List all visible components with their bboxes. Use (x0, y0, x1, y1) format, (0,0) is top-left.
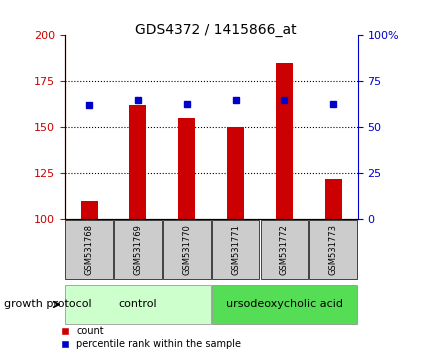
Bar (324, 179, 341, 219)
Bar (211, 285, 356, 324)
Bar (178, 118, 195, 219)
Bar (227, 127, 244, 219)
Bar (114, 220, 161, 279)
Text: GDS4372 / 1415866_at: GDS4372 / 1415866_at (134, 23, 296, 37)
Text: GSM531769: GSM531769 (133, 224, 142, 275)
Bar (80, 201, 98, 219)
Bar (211, 220, 259, 279)
Text: GSM531773: GSM531773 (328, 224, 337, 275)
Text: GSM531770: GSM531770 (182, 224, 191, 275)
Text: GSM531772: GSM531772 (280, 224, 288, 275)
Bar (163, 220, 210, 279)
Text: GSM531771: GSM531771 (230, 224, 240, 275)
Text: GSM531768: GSM531768 (84, 224, 93, 275)
Bar (65, 285, 210, 324)
Text: growth protocol: growth protocol (4, 299, 92, 309)
Bar (129, 105, 146, 219)
Bar (65, 220, 113, 279)
Text: ursodeoxycholic acid: ursodeoxycholic acid (225, 299, 342, 309)
Legend: count, percentile rank within the sample: count, percentile rank within the sample (61, 326, 241, 349)
Bar (309, 220, 356, 279)
Bar (275, 63, 292, 219)
Bar (260, 220, 307, 279)
Text: control: control (118, 299, 157, 309)
